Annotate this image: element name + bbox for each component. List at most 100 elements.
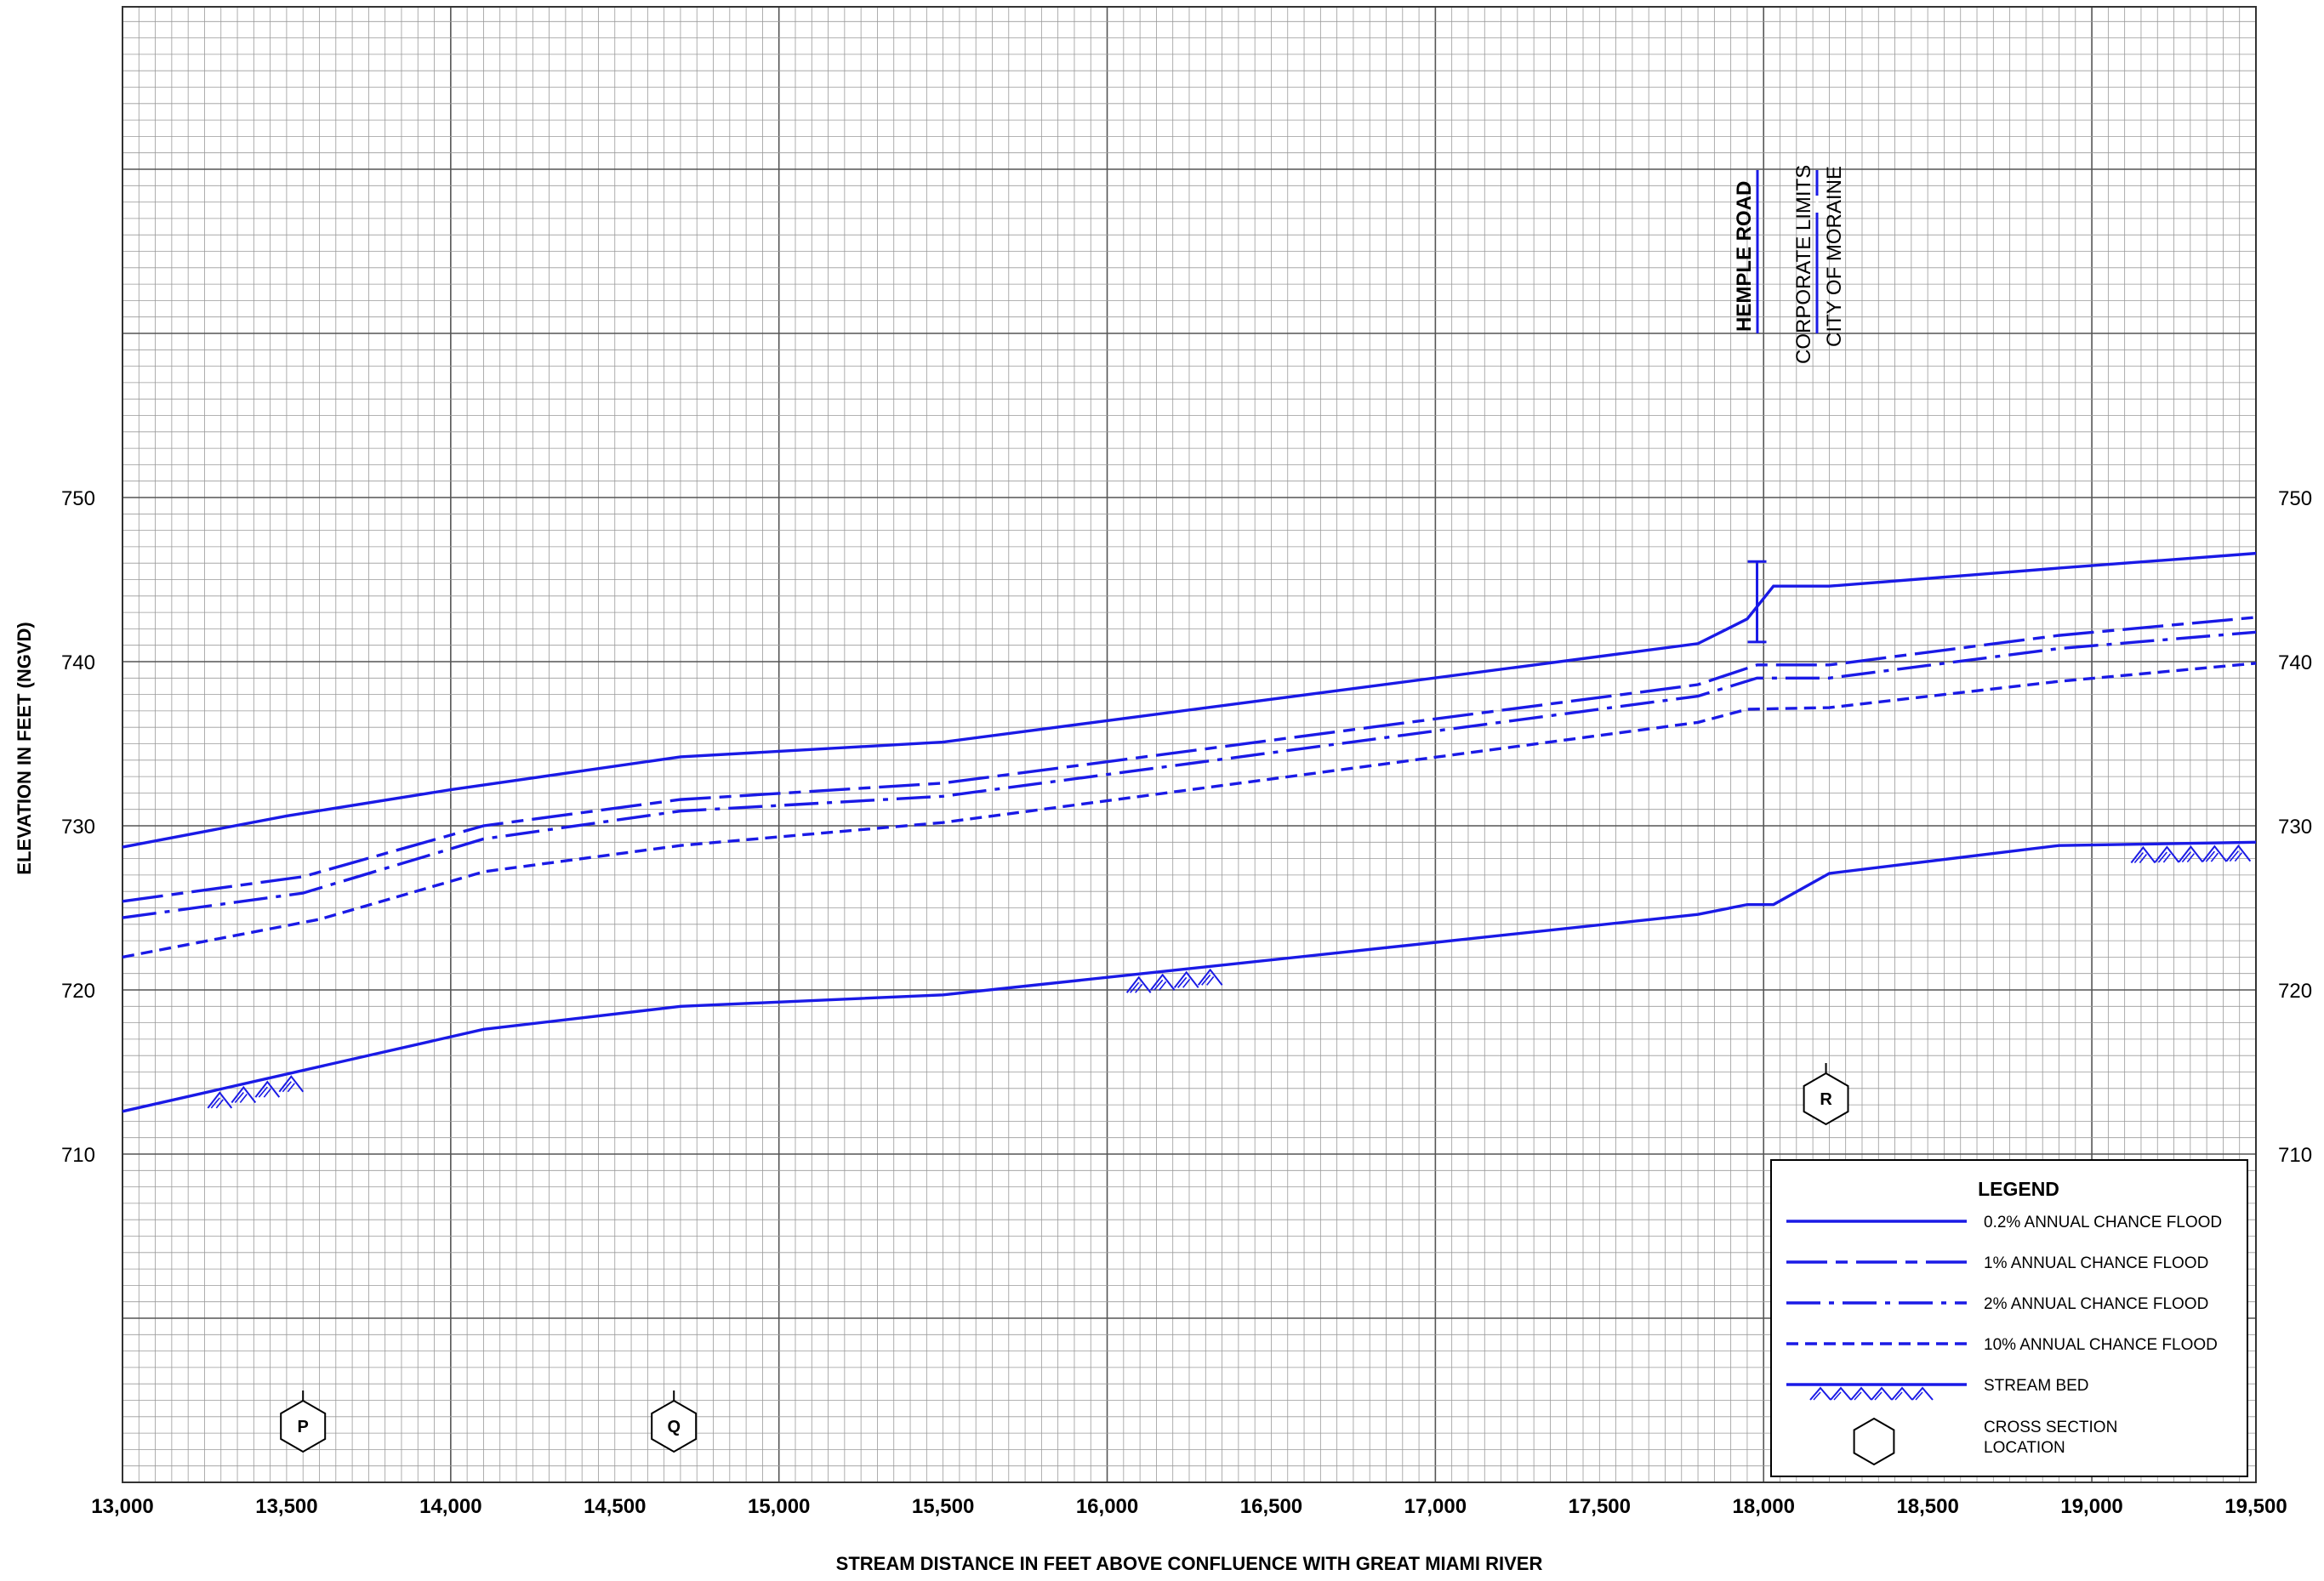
hatch-mark xyxy=(2178,845,2204,863)
legend-hatch-inner xyxy=(1854,1391,1862,1401)
cross-section-hexagon xyxy=(651,1399,698,1453)
hatch-mark xyxy=(2202,845,2228,862)
hatch-mark-inner xyxy=(263,1088,271,1098)
y-tick-label-right: 740 xyxy=(2278,651,2312,674)
hatch-mark-inner xyxy=(2186,853,2196,863)
hatch-mark-inner xyxy=(2133,851,2144,864)
legend-hatch xyxy=(1830,1386,1852,1401)
hatch-mark-inner xyxy=(1182,978,1191,988)
hatch-mark-inner xyxy=(2205,850,2215,862)
legend-hatch-inner xyxy=(1833,1391,1842,1401)
series-line-1 xyxy=(122,616,2257,903)
x-tick-label: 14,000 xyxy=(419,1495,481,1518)
x-tick-label: 14,500 xyxy=(584,1495,646,1518)
legend: LEGEND 0.2% ANNUAL CHANCE FLOOD 1% ANNUAL… xyxy=(1770,1159,2248,1477)
plot-border xyxy=(122,6,2257,1483)
hatch-mark-inner xyxy=(2181,851,2191,863)
hatch-mark-inner xyxy=(2234,852,2243,862)
corporate-limits-label: CORPORATE LIMITS xyxy=(1792,165,1815,364)
legend-hatch-inner xyxy=(1874,1391,1883,1401)
stream-bed-hatches xyxy=(207,845,2252,1109)
legend-item-4: STREAM BED xyxy=(1786,1377,2089,1401)
legend-hatch-inner xyxy=(1915,1391,1923,1401)
y-tick-label: 730 xyxy=(61,816,95,839)
legend-hatch xyxy=(1809,1386,1831,1401)
hatch-mark xyxy=(2225,845,2252,862)
annotations: HEMPLE ROAD CORPORATE LIMITS CITY OF MOR… xyxy=(1733,165,1846,364)
hatch-mark-inner xyxy=(1153,979,1164,991)
legend-hatch xyxy=(1911,1386,1934,1401)
bridge-marker xyxy=(1747,560,1767,644)
legend-label: STREAM BED xyxy=(1984,1377,2089,1395)
legend-item-0: 0.2% ANNUAL CHANCE FLOOD xyxy=(1786,1214,2222,1231)
y-tick-label: 750 xyxy=(61,487,95,510)
legend-label: CROSS SECTION xyxy=(1984,1419,2117,1436)
legend-label: 0.2% ANNUAL CHANCE FLOOD xyxy=(1984,1214,2222,1231)
x-tick-label: 13,000 xyxy=(91,1495,153,1518)
hatch-mark xyxy=(254,1080,281,1098)
hatch-mark-inner xyxy=(282,1081,292,1093)
legend-label: LOCATION xyxy=(1984,1439,2065,1457)
legend-label: 1% ANNUAL CHANCE FLOOD xyxy=(1984,1254,2208,1272)
legend-title: LEGEND xyxy=(1978,1178,2059,1200)
legend-hatch xyxy=(1850,1386,1872,1401)
series-line-0 xyxy=(122,551,2257,849)
y-tick-label-right: 720 xyxy=(2278,980,2312,1003)
legend-item-3: 10% ANNUAL CHANCE FLOOD xyxy=(1786,1336,2218,1354)
cross-section-hexagon xyxy=(1803,1072,1849,1126)
cross-section-P: P xyxy=(280,1390,327,1453)
x-tick-label: 16,500 xyxy=(1240,1495,1302,1518)
cross-section-markers: P Q R xyxy=(280,1063,1849,1453)
legend-hatch-inner xyxy=(1894,1391,1903,1401)
plot-frame xyxy=(122,6,2257,1483)
legend-label: 2% ANNUAL CHANCE FLOOD xyxy=(1984,1295,2208,1313)
hatch-mark xyxy=(1173,970,1199,988)
series-line-4 xyxy=(122,840,2257,1113)
hatch-mark-inner xyxy=(287,1083,295,1093)
x-tick-label: 17,500 xyxy=(1569,1495,1631,1518)
hatch-mark xyxy=(2130,845,2156,864)
hemple-road-label: HEMPLE ROAD xyxy=(1733,181,1756,332)
hatch-mark-inner xyxy=(2210,852,2219,862)
hatch-group-2 xyxy=(2130,845,2252,864)
hatch-mark xyxy=(207,1091,233,1109)
legend-hexagon-icon xyxy=(1853,1417,1895,1466)
hatch-mark-inner xyxy=(1159,981,1167,991)
legend-hatch xyxy=(1891,1386,1913,1401)
y-tick-labels-left: 710 720 730 740 750 xyxy=(61,487,95,1167)
x-tick-label: 18,500 xyxy=(1896,1495,1958,1518)
hatch-mark-inner xyxy=(239,1093,248,1103)
hatch-mark xyxy=(278,1075,305,1093)
y-tick-label-right: 750 xyxy=(2278,487,2312,510)
legend-item-2: 2% ANNUAL CHANCE FLOOD xyxy=(1786,1295,2208,1313)
x-tick-label: 17,000 xyxy=(1404,1495,1467,1518)
hatch-mark-inner xyxy=(2157,851,2167,863)
hatch-mark-inner xyxy=(215,1099,224,1109)
hatch-group-0 xyxy=(207,1075,305,1109)
y-axis-label: ELEVATION IN FEET (NGVD) xyxy=(14,622,35,874)
y-tick-label-right: 710 xyxy=(2278,1144,2312,1167)
x-tick-label: 16,000 xyxy=(1076,1495,1138,1518)
hatch-mark-inner xyxy=(2139,854,2148,864)
hatch-mark-inner xyxy=(2162,853,2172,863)
legend-item-5: CROSS SECTION LOCATION xyxy=(1853,1417,2117,1466)
x-tick-label: 15,000 xyxy=(748,1495,810,1518)
cross-section-Q: Q xyxy=(651,1390,698,1453)
series-line-3 xyxy=(122,662,2257,959)
legend-box xyxy=(1770,1159,2248,1477)
hatch-mark xyxy=(231,1085,257,1104)
y-tick-label-right: 730 xyxy=(2278,816,2312,839)
city-of-moraine-label: CITY OF MORAINE xyxy=(1823,166,1846,347)
cross-section-letter: P xyxy=(298,1418,309,1436)
hatch-mark-inner xyxy=(1130,981,1140,993)
cross-section-hexagon xyxy=(280,1399,327,1453)
cross-section-letter: R xyxy=(1820,1090,1832,1109)
y-tick-label: 740 xyxy=(61,651,95,674)
hatch-mark-inner xyxy=(1201,974,1211,986)
x-tick-label: 15,500 xyxy=(912,1495,974,1518)
legend-items: 0.2% ANNUAL CHANCE FLOOD 1% ANNUAL CHANCE… xyxy=(1786,1214,2222,1466)
x-tick-label: 13,500 xyxy=(255,1495,317,1518)
hatch-mark-inner xyxy=(234,1091,244,1103)
series-line-2 xyxy=(122,630,2257,919)
legend-hatch-inner xyxy=(1813,1391,1821,1401)
